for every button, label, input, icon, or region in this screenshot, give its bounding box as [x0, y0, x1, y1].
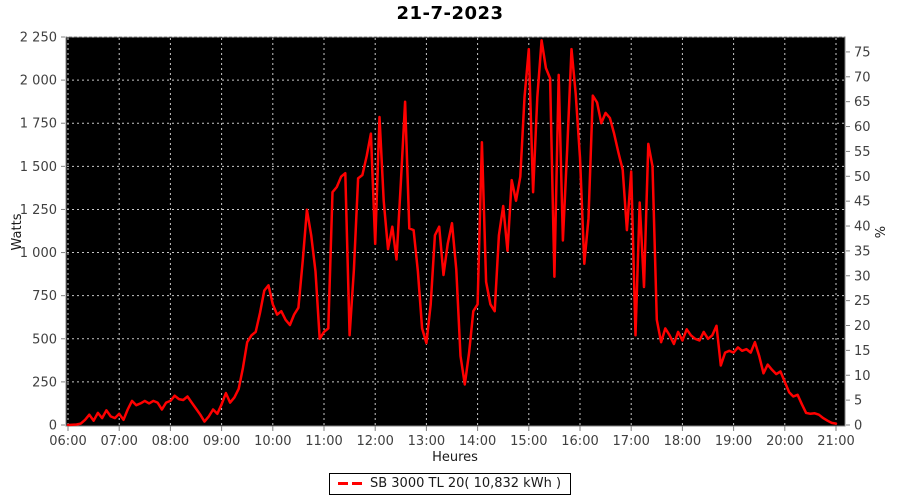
plot-area	[65, 36, 846, 427]
legend-series-label: SB 3000 TL 20( 10,832 kWh )	[369, 476, 562, 491]
x-tick-label: 12:00	[356, 434, 393, 449]
y-tick-label-left: 1 750	[20, 117, 57, 132]
y-tick-label-right: 45	[854, 195, 871, 210]
y-tick-label-left: 250	[32, 375, 57, 390]
x-tick-label: 19:00	[715, 434, 752, 449]
legend: SB 3000 TL 20( 10,832 kWh )	[0, 473, 900, 495]
y-tick-label-left: 2 000	[20, 74, 57, 89]
series-line-sb3000	[66, 39, 838, 427]
y-tick-label-left: 750	[32, 289, 57, 304]
y-tick-label-right: 5	[854, 394, 862, 409]
y-tick-label-right: 15	[854, 344, 871, 359]
y-tick-label-left: 500	[32, 332, 57, 347]
y-tick-label-right: 30	[854, 269, 871, 284]
y-tick-label-left: 1 250	[20, 203, 57, 218]
y-tick-label-right: 60	[854, 120, 871, 135]
legend-line-icon	[337, 482, 364, 485]
y-tick-label-right: 50	[854, 170, 871, 185]
y-tick-label-right: 70	[854, 70, 871, 85]
y-tick-label-left: 0	[49, 419, 57, 434]
y-tick-label-right: 0	[854, 419, 862, 434]
y-tick-label-left: 1 000	[20, 246, 57, 261]
x-tick-label: 20:00	[766, 434, 803, 449]
x-tick-label: 16:00	[561, 434, 598, 449]
x-tick-label: 15:00	[510, 434, 547, 449]
y-tick-label-right: 55	[854, 145, 871, 160]
x-tick-label: 11:00	[305, 434, 342, 449]
x-axis-label-heures: Heures	[432, 450, 478, 465]
y-axis-label-percent: %	[874, 225, 889, 239]
y-tick-label-right: 35	[854, 244, 871, 259]
y-tick-label-left: 1 500	[20, 160, 57, 175]
chart-title: 21-7-2023	[396, 3, 504, 24]
y-tick-label-right: 40	[854, 220, 871, 235]
y-tick-label-right: 25	[854, 294, 871, 309]
y-tick-label-right: 75	[854, 45, 871, 60]
x-tick-label: 18:00	[664, 434, 701, 449]
x-tick-label: 17:00	[612, 434, 649, 449]
y-axis-label-watts: Watts	[10, 213, 25, 251]
x-tick-label: 13:00	[408, 434, 445, 449]
x-tick-label: 10:00	[254, 434, 291, 449]
x-tick-label: 21:00	[817, 434, 854, 449]
y-tick-label-right: 20	[854, 319, 871, 334]
x-tick-label: 09:00	[203, 434, 240, 449]
x-tick-label: 07:00	[100, 434, 137, 449]
legend-box: SB 3000 TL 20( 10,832 kWh )	[328, 473, 572, 495]
x-tick-label: 06:00	[49, 434, 86, 449]
y-tick-label-right: 65	[854, 95, 871, 110]
y-tick-label-left: 2 250	[20, 31, 57, 46]
x-tick-label: 14:00	[459, 434, 496, 449]
x-tick-label: 08:00	[152, 434, 189, 449]
y-tick-label-right: 10	[854, 369, 871, 384]
